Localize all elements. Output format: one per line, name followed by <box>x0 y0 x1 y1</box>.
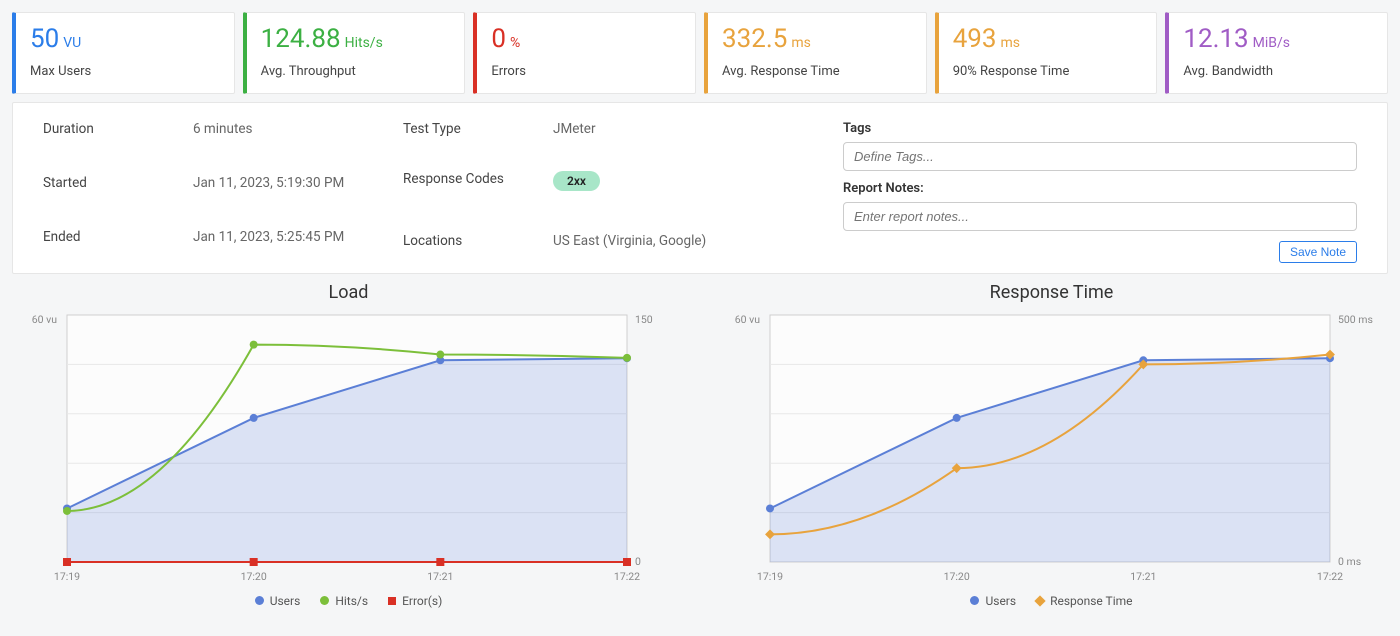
metric-card: 12.13 MiB/s Avg. Bandwidth <box>1165 12 1388 94</box>
metric-value: 332.5 <box>722 24 787 54</box>
legend-errors-label: Error(s) <box>402 594 442 608</box>
metric-unit: ms <box>1001 35 1021 51</box>
metric-label: Avg. Throughput <box>261 64 451 79</box>
svg-text:0: 0 <box>635 555 641 568</box>
load-chart-legend: Users Hits/s Error(s) <box>255 594 443 608</box>
metric-card: 493ms 90% Response Time <box>935 12 1158 94</box>
svg-text:17:19: 17:19 <box>757 570 783 583</box>
duration-label: Duration <box>43 121 163 155</box>
metric-label: 90% Response Time <box>953 64 1143 79</box>
metric-card: 124.88Hits/s Avg. Throughput <box>243 12 466 94</box>
metric-label: Errors <box>491 64 681 79</box>
badge-2xx[interactable]: 2xx <box>553 171 600 191</box>
svg-text:60 vu: 60 vu <box>32 313 57 326</box>
legend-hits: Hits/s <box>320 594 368 608</box>
rt-chart-svg: 17:19 17:20 17:21 17:22 60 vu 500 ms 0 ms <box>715 309 1385 584</box>
ended-value: Jan 11, 2023, 5:25:45 PM <box>193 229 403 263</box>
response-codes-value: 2xx <box>553 171 843 205</box>
started-label: Started <box>43 175 163 209</box>
metric-value: 12.13 <box>1183 24 1248 54</box>
duration-value: 6 minutes <box>193 121 403 155</box>
metric-label: Avg. Bandwidth <box>1183 64 1373 79</box>
rt-chart-title: Response Time <box>990 282 1114 303</box>
metric-label: Max Users <box>30 64 220 79</box>
legend-rt-label: Response Time <box>1050 594 1132 608</box>
metric-card: 332.5ms Avg. Response Time <box>704 12 927 94</box>
metric-unit: Hits/s <box>345 35 383 51</box>
svg-text:500 ms: 500 ms <box>1338 313 1373 326</box>
metrics-row: 50VU Max Users 124.88Hits/s Avg. Throughput… <box>12 12 1388 94</box>
svg-text:17:21: 17:21 <box>1130 570 1156 583</box>
rt-chart-wrap: Response Time 17:19 17:20 17:21 17:22 60 vu 5… <box>715 280 1388 608</box>
metric-label: Avg. Response Time <box>722 64 912 79</box>
locations-label: Locations <box>403 233 523 263</box>
save-note-button[interactable]: Save Note <box>1279 241 1357 263</box>
rt-chart-area: 17:19 17:20 17:21 17:22 60 vu 500 ms 0 ms <box>715 309 1388 588</box>
locations-value: US East (Virginia, Google) <box>553 233 843 263</box>
errors-icon <box>388 597 396 605</box>
hits-icon <box>320 596 329 605</box>
legend-users-rt-label: Users <box>985 594 1016 608</box>
rt-icon <box>1034 595 1045 606</box>
metric-card: 50VU Max Users <box>12 12 235 94</box>
metric-card: 0% Errors <box>473 12 696 94</box>
metric-value: 0 <box>491 24 506 54</box>
metric-value: 50 <box>30 24 59 54</box>
metric-value: 493 <box>953 24 997 54</box>
legend-users: Users <box>255 594 301 608</box>
tags-input[interactable] <box>843 142 1357 171</box>
test-type-value: JMeter <box>553 121 843 151</box>
ended-label: Ended <box>43 229 163 263</box>
svg-text:17:20: 17:20 <box>241 570 267 583</box>
legend-users-label: Users <box>270 594 301 608</box>
tags-label: Tags <box>843 121 1357 136</box>
metric-unit: % <box>510 35 520 51</box>
metric-value: 124.88 <box>261 24 341 54</box>
load-chart-svg: 17:19 17:20 17:21 17:22 60 vu 150 0 <box>12 309 682 584</box>
svg-text:17:22: 17:22 <box>1317 570 1343 583</box>
legend-users-rt: Users <box>970 594 1016 608</box>
load-chart-area: 17:19 17:20 17:21 17:22 60 vu 150 0 <box>12 309 685 588</box>
users-icon <box>970 596 979 605</box>
notes-input[interactable] <box>843 202 1357 231</box>
legend-rt: Response Time <box>1036 594 1132 608</box>
started-value: Jan 11, 2023, 5:19:30 PM <box>193 175 403 209</box>
legend-errors: Error(s) <box>388 594 442 608</box>
charts-row: Load 17:19 17:20 17:21 17:22 60 vu 150 0 Users… <box>12 280 1388 608</box>
svg-text:150: 150 <box>635 313 653 326</box>
test-type-label: Test Type <box>403 121 523 151</box>
svg-text:60 vu: 60 vu <box>735 313 760 326</box>
svg-text:17:21: 17:21 <box>427 570 453 583</box>
response-codes-label: Response Codes <box>403 171 523 205</box>
svg-text:17:22: 17:22 <box>614 570 640 583</box>
svg-text:17:20: 17:20 <box>944 570 970 583</box>
notes-label: Report Notes: <box>843 181 1357 196</box>
rt-chart-legend: Users Response Time <box>970 594 1132 608</box>
details-panel: Duration 6 minutes Started Jan 11, 2023,… <box>12 102 1388 274</box>
svg-text:0 ms: 0 ms <box>1338 555 1361 568</box>
users-icon <box>255 596 264 605</box>
load-chart-wrap: Load 17:19 17:20 17:21 17:22 60 vu 150 0 Users… <box>12 280 685 608</box>
svg-text:17:19: 17:19 <box>54 570 80 583</box>
metric-unit: ms <box>791 35 811 51</box>
legend-hits-label: Hits/s <box>335 594 368 608</box>
load-chart-title: Load <box>329 282 369 303</box>
metric-unit: MiB/s <box>1253 35 1290 51</box>
metric-unit: VU <box>63 35 81 51</box>
